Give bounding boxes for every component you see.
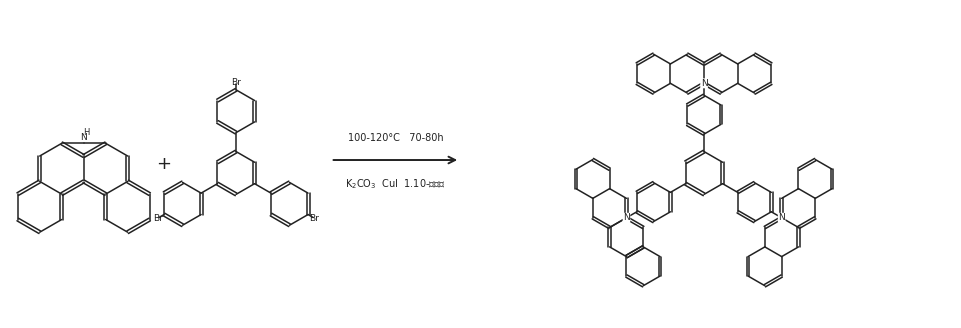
Text: 100-120°C   70-80h: 100-120°C 70-80h	[348, 133, 443, 143]
Text: Br: Br	[231, 78, 241, 87]
Text: +: +	[156, 155, 171, 173]
Text: N: N	[701, 79, 707, 88]
Text: Br: Br	[309, 214, 319, 222]
Text: Br: Br	[153, 214, 163, 222]
Text: K$_2$CO$_3$  CuI  1.10-菲罗啉: K$_2$CO$_3$ CuI 1.10-菲罗啉	[345, 177, 446, 191]
Text: H: H	[84, 128, 89, 137]
Text: N: N	[81, 133, 87, 142]
Text: N: N	[778, 213, 785, 222]
Text: N: N	[623, 213, 629, 222]
